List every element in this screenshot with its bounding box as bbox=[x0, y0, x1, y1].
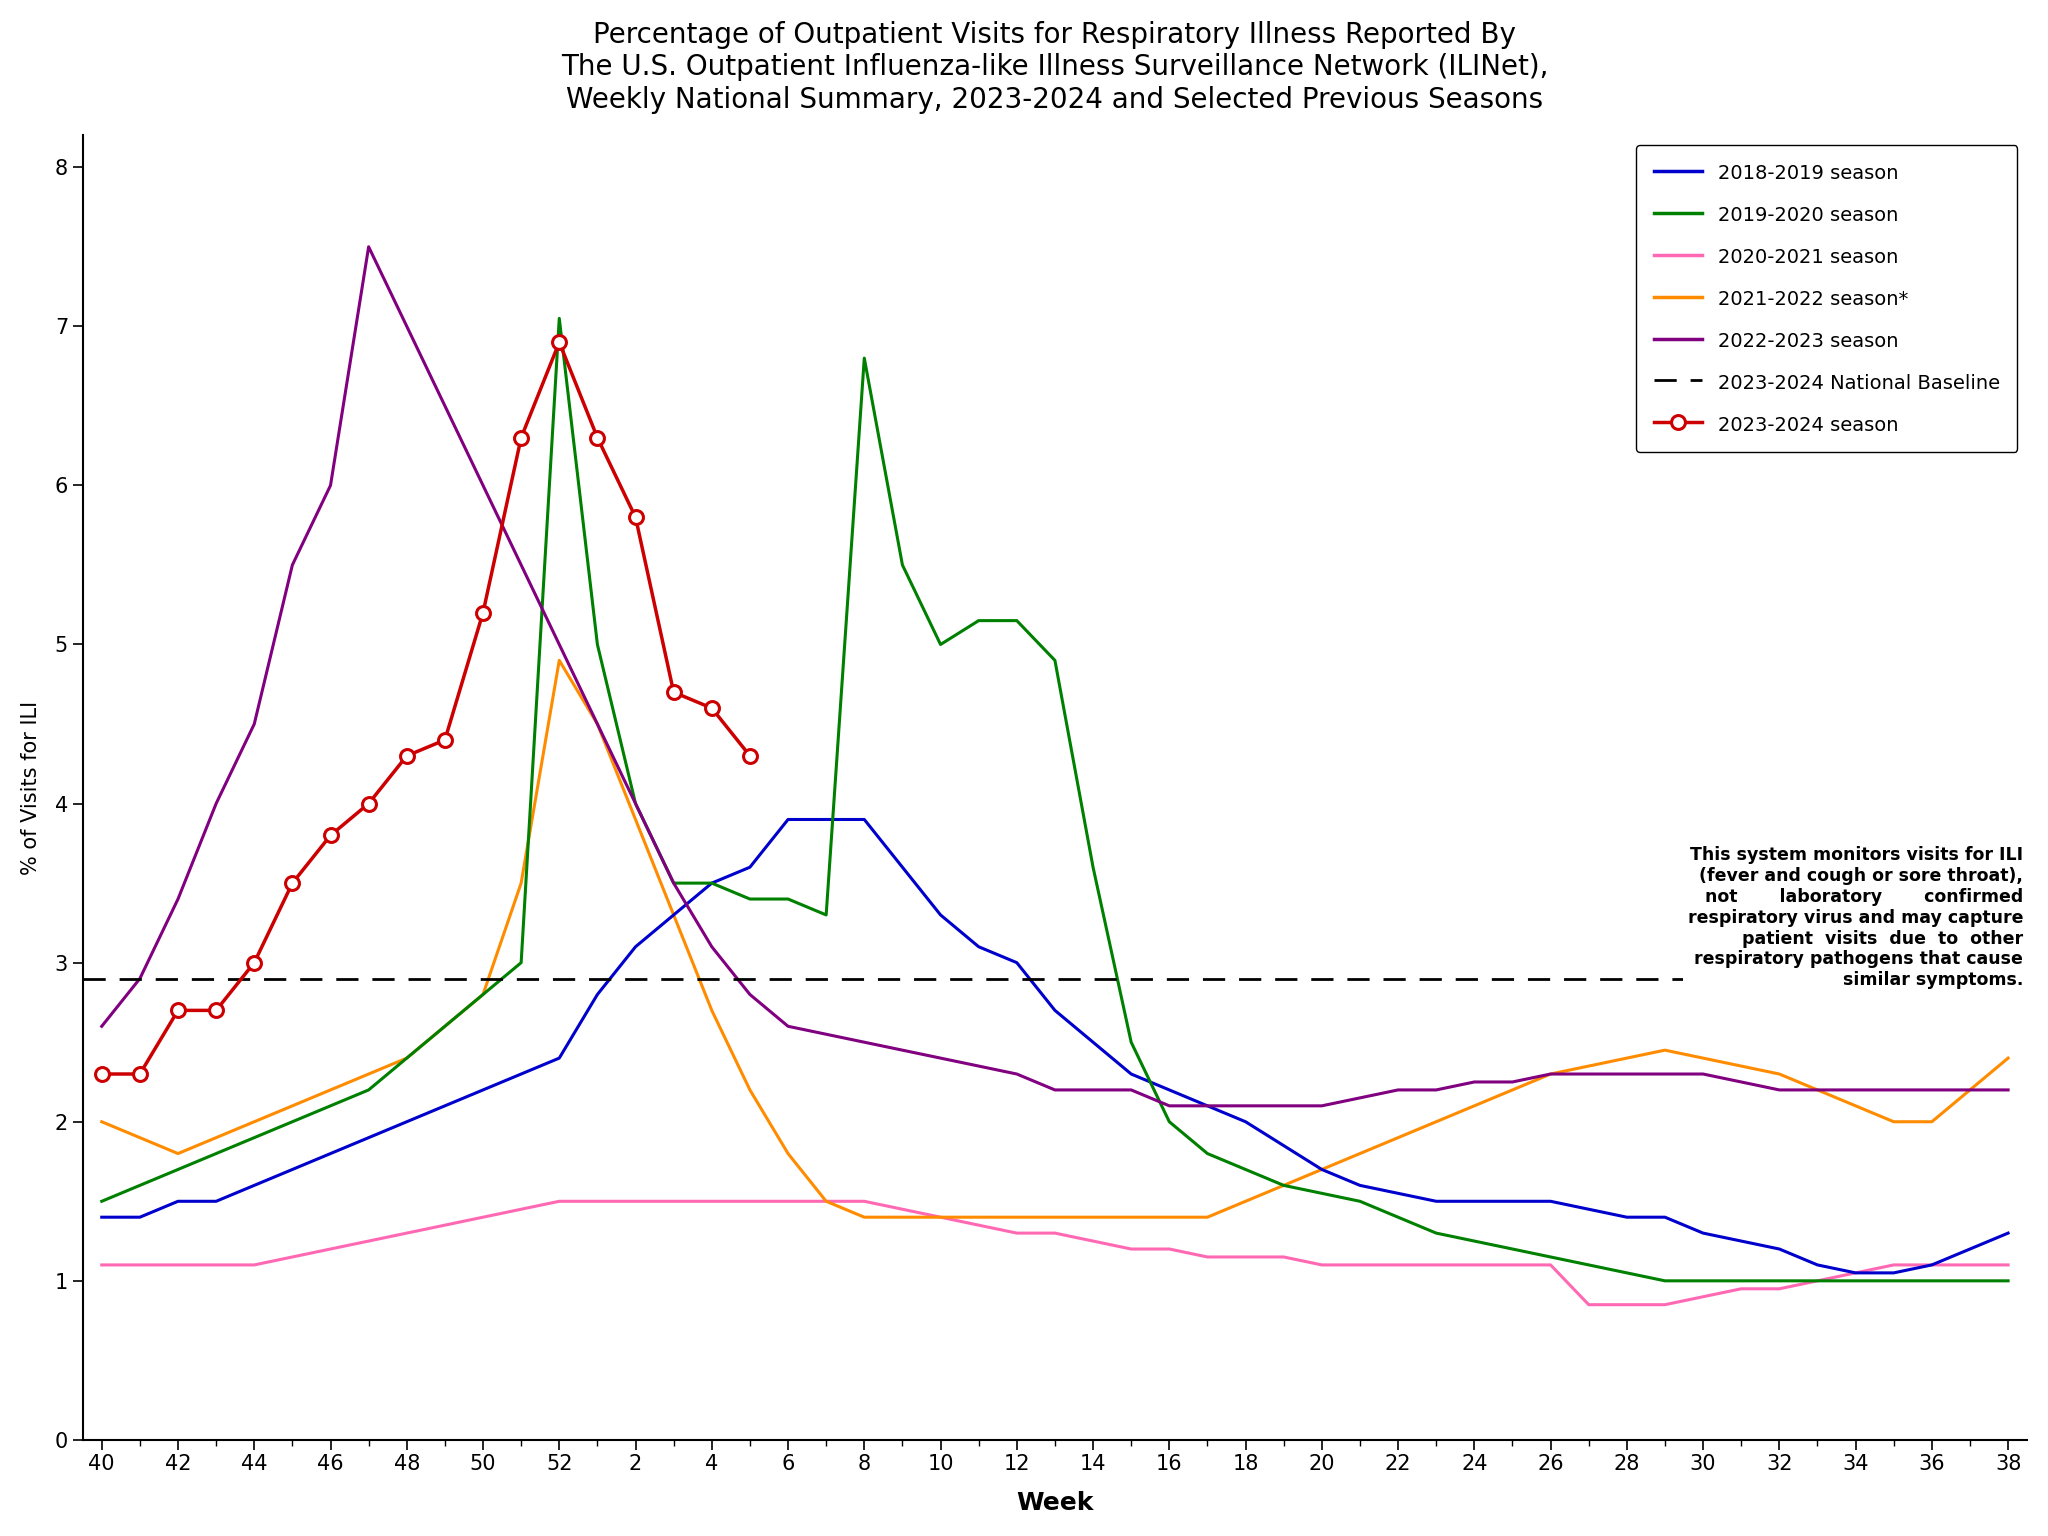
Y-axis label: % of Visits for ILI: % of Visits for ILI bbox=[20, 700, 41, 874]
X-axis label: Week: Week bbox=[1016, 1491, 1094, 1514]
Text: This system monitors visits for ILI
(fever and cough or sore throat),
not       : This system monitors visits for ILI (fev… bbox=[1688, 846, 2023, 989]
Title: Percentage of Outpatient Visits for Respiratory Illness Reported By
The U.S. Out: Percentage of Outpatient Visits for Resp… bbox=[561, 22, 1548, 114]
Legend: 2018-2019 season, 2019-2020 season, 2020-2021 season, 2021-2022 season*, 2022-20: 2018-2019 season, 2019-2020 season, 2020… bbox=[1636, 144, 2017, 452]
